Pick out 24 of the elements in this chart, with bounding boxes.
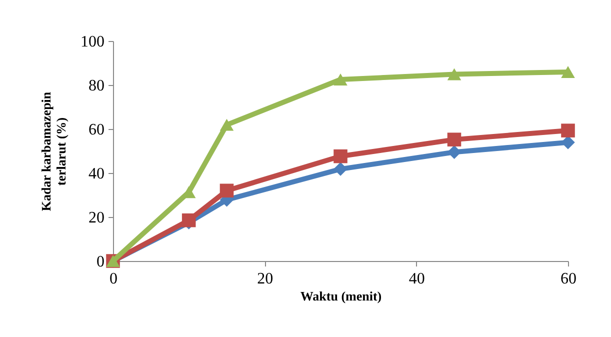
y-tick-label: 60 [88,122,104,138]
y-tick-label: 100 [80,34,104,50]
point [447,68,462,80]
y-tick-label: 0 [96,254,104,270]
y-tick-label: 20 [88,210,104,226]
point [334,149,348,164]
point [334,74,348,86]
point [561,66,575,78]
point [561,136,575,150]
point [334,162,348,176]
point [447,145,462,159]
point [182,213,196,228]
y-tick-label: 40 [88,166,104,182]
point [220,118,234,131]
x-tick-label: 40 [408,270,425,288]
point [447,132,462,146]
point [220,184,234,198]
x-axis-title: Waktu (menit) [300,288,382,304]
y-tick-label: 80 [88,78,104,94]
x-tick-label: 20 [257,270,274,288]
y-axis-title: Kadar karbamazepin terlarut (%) [38,91,68,212]
x-tick-label: 60 [560,270,576,288]
point [561,124,575,138]
x-tick-label: 0 [110,270,118,288]
